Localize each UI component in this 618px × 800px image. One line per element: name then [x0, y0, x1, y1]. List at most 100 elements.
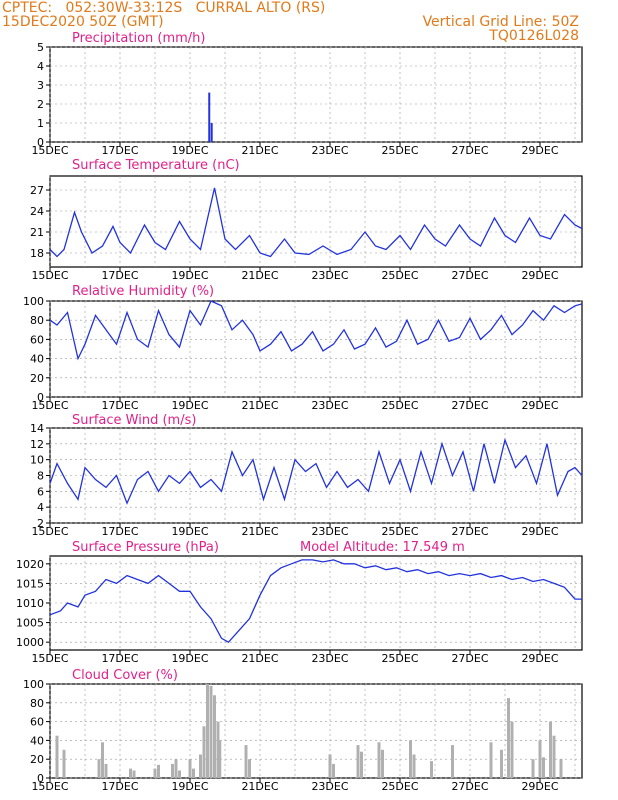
cloud-cover-bar	[360, 751, 363, 778]
y-tick-label: 20	[30, 372, 44, 385]
cloud-cover-bar	[192, 768, 195, 778]
cloud-cover-bar	[538, 740, 542, 778]
x-tick-label: 25DEC	[381, 780, 418, 793]
cloud-cover-bar	[500, 749, 503, 778]
x-tick-label: 27DEC	[451, 144, 488, 157]
x-tick-label: 25DEC	[381, 525, 418, 538]
x-tick-label: 17DEC	[101, 144, 138, 157]
x-tick-label: 25DEC	[381, 399, 418, 412]
cloud-cover-bar	[153, 768, 157, 778]
x-tick-label: 29DEC	[521, 269, 558, 282]
x-tick-label: 21DEC	[241, 525, 278, 538]
y-tick-label: 1	[37, 117, 44, 130]
cloud-cover-bar	[213, 695, 216, 778]
header-grid-note: Vertical Grid Line: 50Z	[422, 14, 579, 30]
x-tick-label: 19DEC	[171, 269, 208, 282]
cloud-cover-bar	[132, 770, 136, 778]
y-tick-label: 100	[23, 678, 44, 691]
x-tick-label: 29DEC	[521, 144, 558, 157]
data-series-line	[49, 300, 583, 361]
panel-title: Relative Humidity (%)	[72, 284, 214, 299]
cloud-cover-bar	[559, 759, 563, 778]
x-tick-label: 23DEC	[311, 652, 348, 665]
cloud-cover-bar	[202, 726, 206, 778]
panel-annotation: Model Altitude: 17.549 m	[300, 540, 465, 555]
y-tick-label: 80	[30, 697, 44, 710]
header-model-id: TQ0126L028	[489, 28, 579, 44]
x-tick-label: 15DEC	[31, 652, 68, 665]
panel-title: Surface Temperature (nC)	[72, 158, 240, 173]
cloud-cover-bar	[552, 735, 556, 778]
cloud-cover-bar	[216, 721, 220, 778]
cloud-cover-bar	[510, 721, 514, 778]
y-tick-label: 1010	[16, 597, 44, 610]
y-tick-label: 21	[30, 226, 44, 239]
cloud-cover-bar	[104, 763, 108, 778]
x-tick-label: 21DEC	[241, 269, 278, 282]
y-tick-label: 5	[37, 41, 44, 54]
panel-title: Surface Pressure (hPa)	[72, 540, 219, 555]
cloud-cover-bar	[244, 745, 248, 778]
x-tick-label: 15DEC	[31, 269, 68, 282]
panel-title: Precipitation (mm/h)	[72, 31, 205, 46]
cloud-cover-bar	[332, 763, 335, 778]
cloud-cover-bar	[412, 754, 416, 778]
cloud-cover-bar	[188, 759, 192, 778]
x-tick-label: 27DEC	[451, 399, 488, 412]
y-tick-label: 3	[37, 79, 44, 92]
y-tick-label: 4	[37, 60, 44, 73]
y-tick-label: 60	[30, 333, 44, 346]
panel-frame	[49, 175, 583, 268]
x-tick-label: 21DEC	[241, 652, 278, 665]
y-tick-label: 18	[30, 247, 44, 260]
cloud-cover-bar	[248, 759, 251, 778]
cloud-cover-bar	[209, 685, 213, 778]
data-series-line	[49, 437, 583, 505]
y-tick-label: 20	[30, 753, 44, 766]
y-tick-label: 27	[30, 184, 44, 197]
x-tick-label: 19DEC	[171, 525, 208, 538]
y-tick-label: 0	[37, 136, 44, 149]
x-tick-label: 27DEC	[451, 269, 488, 282]
y-tick-label: 2	[37, 98, 44, 111]
x-tick-label: 29DEC	[521, 780, 558, 793]
x-tick-label: 19DEC	[171, 780, 208, 793]
x-tick-label: 29DEC	[521, 399, 558, 412]
y-tick-label: 6	[37, 485, 44, 498]
panel-frame	[49, 46, 583, 143]
y-tick-label: 1015	[16, 577, 44, 590]
x-tick-label: 21DEC	[241, 399, 278, 412]
x-tick-label: 21DEC	[241, 780, 278, 793]
panel-title: Surface Wind (m/s)	[72, 413, 196, 428]
x-tick-label: 17DEC	[101, 399, 138, 412]
cloud-cover-bar	[381, 749, 384, 778]
cloud-cover-bar	[178, 770, 181, 778]
y-tick-label: 0	[37, 391, 44, 404]
y-tick-label: 1005	[16, 617, 44, 630]
y-tick-label: 2	[37, 517, 44, 530]
precipitation-bar	[208, 92, 211, 142]
cloud-cover-bar	[328, 754, 332, 778]
x-tick-label: 23DEC	[311, 399, 348, 412]
x-tick-label: 29DEC	[521, 652, 558, 665]
cloud-cover-bar	[171, 763, 174, 778]
y-tick-label: 14	[30, 422, 44, 435]
x-tick-label: 15DEC	[31, 525, 68, 538]
cloud-cover-bar	[129, 768, 132, 778]
x-tick-label: 25DEC	[381, 144, 418, 157]
panel-title: Cloud Cover (%)	[72, 668, 178, 683]
x-tick-label: 17DEC	[101, 652, 138, 665]
x-tick-label: 15DEC	[31, 399, 68, 412]
x-tick-label: 27DEC	[451, 652, 488, 665]
y-tick-label: 24	[30, 205, 44, 218]
x-tick-label: 27DEC	[451, 525, 488, 538]
cloud-cover-bar	[542, 757, 545, 778]
cloud-cover-bar	[430, 761, 433, 778]
x-tick-label: 19DEC	[171, 144, 208, 157]
y-tick-label: 1000	[16, 636, 44, 649]
y-tick-label: 80	[30, 314, 44, 327]
y-tick-label: 4	[37, 501, 44, 514]
cloud-cover-bar	[377, 742, 381, 778]
cloud-cover-bar	[218, 740, 222, 778]
